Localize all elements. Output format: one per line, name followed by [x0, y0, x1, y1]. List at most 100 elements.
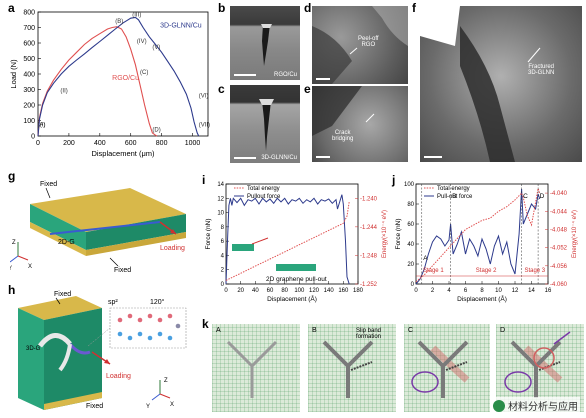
micrograph-f: Fractured 3D-GLNN: [420, 6, 582, 162]
panel-label-c: c: [218, 82, 225, 96]
chart_i-xtick-label: 100: [294, 288, 305, 294]
3dg-network-lower: [58, 343, 72, 372]
chart-i-inset-label: 2D graphene pull-out: [266, 276, 327, 283]
chart_j-xtick-label: 10: [495, 288, 502, 294]
panel-label-g: g: [8, 169, 16, 183]
fixed-bottom-label: Fixed: [114, 267, 131, 274]
md-frame-network: [504, 331, 571, 398]
axis-y-label-h: Y: [146, 404, 150, 410]
crack-shape-c: [259, 99, 274, 151]
chart_i-ytick-left-label: 14: [217, 182, 224, 188]
axis-x-g: [17, 255, 29, 261]
md-crack-region: [533, 347, 555, 369]
panel-label-i: i: [202, 173, 206, 187]
md-frame-tag: B: [312, 327, 317, 334]
sp2-label: sp²: [108, 299, 118, 306]
chart-a-legend: 3D-GLNN/Cu: [160, 23, 202, 30]
chart-j-marker-label: C: [523, 193, 528, 200]
bottom-fixed-front: [86, 232, 186, 256]
micrograph-annotation-d: Peel-off RGO: [358, 36, 379, 49]
chart-a-ytick-label: 0: [31, 134, 35, 141]
md-pullout-streak: [553, 331, 571, 345]
chart_j-legend-label: Total energy: [437, 186, 470, 192]
chart_i-ytick-left-label: 12: [217, 196, 224, 202]
md-frame-tag: A: [216, 327, 221, 334]
chart_j-ytick-right-label: -4.040: [550, 191, 568, 197]
md-frame-network: [322, 340, 374, 398]
chart-a-annotation: (VI): [199, 93, 209, 99]
inset-pointer: [87, 327, 111, 347]
chart-a-xtick-label: 600: [125, 140, 137, 147]
chart-a-ytick-label: 400: [23, 72, 35, 79]
fixed-top-label-h: Fixed: [54, 291, 71, 298]
fixed-top-pointer: [45, 187, 51, 199]
texture-e: [312, 86, 375, 136]
chart-a-annotation: (VII): [199, 123, 210, 129]
chart_j-ytick-right-label: -4.060: [550, 282, 568, 288]
chart-j-stage-label: Stage 3: [524, 268, 545, 274]
chart-a-ytick-label: 500: [23, 56, 35, 63]
top-fixed-layer: [30, 188, 186, 232]
chart_i-xtick-label: 120: [309, 288, 320, 294]
scale-bar-d: [316, 78, 330, 80]
chart_j-ytick-left-label: 20: [407, 262, 414, 268]
md-frame-c: C: [404, 324, 490, 412]
chart-a-annotation: (B): [115, 19, 123, 25]
texture-f: [420, 6, 541, 162]
chart_i-series-1: [225, 201, 350, 281]
inset-lattice-box: [109, 307, 187, 349]
chart_j-ytick-right-label: -4.044: [550, 209, 568, 215]
scale-bar-c: [234, 157, 256, 159]
top-fixed-layer-h: [18, 296, 102, 320]
chart_i-ytick-left-label: 10: [217, 211, 224, 217]
chart-a-load-displacement: 0 200 400 600 800 1000 0 100 200 300 400 500 600 700 8…: [9, 10, 210, 159]
chart_i-xtick-label: 60: [267, 288, 274, 294]
md-branch-upper-right: [534, 340, 562, 368]
md-branch-upper-right: [250, 340, 278, 368]
wechat-logo-icon: [493, 399, 505, 412]
md-frame-tag: D: [500, 327, 506, 334]
fixed-top-label: Fixed: [40, 181, 57, 188]
chart-j-marker-label: A: [423, 255, 428, 262]
axis-z-label-g: Z: [12, 240, 16, 246]
3dg-network-upper: [38, 333, 72, 348]
chart_j-ytick-right-label: -4.048: [550, 227, 568, 233]
chart_i-ytick-left-label: 6: [221, 239, 225, 245]
chart-a-series-1: [37, 16, 200, 137]
chart-j-marker-label: B: [452, 193, 456, 200]
chart_i-xtick-label: 180: [353, 288, 364, 294]
chart-i-inset-start: [232, 244, 254, 251]
chart_i-series-0: [225, 194, 350, 285]
axis-x-label-h: X: [170, 402, 174, 408]
chart_i-ytick-right-label: -1.240: [360, 196, 378, 202]
md-dislocation-loop: [504, 371, 532, 393]
layer-label-2dg: 2D-G: [58, 239, 75, 246]
bottom-fixed-layer-h: [44, 392, 102, 410]
micrograph-annotation-e: Crack bridging: [332, 130, 354, 143]
chart-i-inset-end: [276, 264, 316, 271]
md-slip-band: [350, 361, 373, 371]
chart_j-ytick-right-label: -4.056: [550, 264, 568, 270]
chart_i-ylabel-left: Force (nN): [205, 218, 212, 249]
watermark-text: 材料分析与应用: [508, 402, 578, 413]
md-frame-annotation: Slip band formation: [356, 328, 382, 341]
axis-x-h: [159, 393, 171, 399]
loading-label-g: Loading: [160, 245, 185, 252]
chart-a-ytick-label: 600: [23, 41, 35, 48]
chart-a-ytick-label: 200: [23, 103, 35, 110]
md-branch-upper-right: [441, 340, 469, 368]
micrograph-caption-b: RGO/Cu: [273, 72, 297, 78]
chart-a-annotation: (A): [37, 123, 45, 129]
chart_j-series-1: [415, 186, 541, 283]
chart_i-xtick-label: 20: [237, 288, 244, 294]
axis-y-g: [10, 255, 19, 263]
chart-j-marker-label: D: [540, 193, 545, 200]
loading-label-h: Loading: [106, 373, 131, 380]
chart_i-xtick-label: 160: [338, 288, 349, 294]
block-left-face: [18, 308, 44, 410]
chart_j-ytick-left-label: 0: [411, 282, 415, 288]
md-frame-network: [226, 340, 278, 398]
chart_j-xtick-label: 16: [545, 288, 552, 294]
chart_j-xlabel: Displacement (Å): [457, 294, 507, 303]
chart_j-ytick-left-label: 100: [404, 182, 415, 188]
